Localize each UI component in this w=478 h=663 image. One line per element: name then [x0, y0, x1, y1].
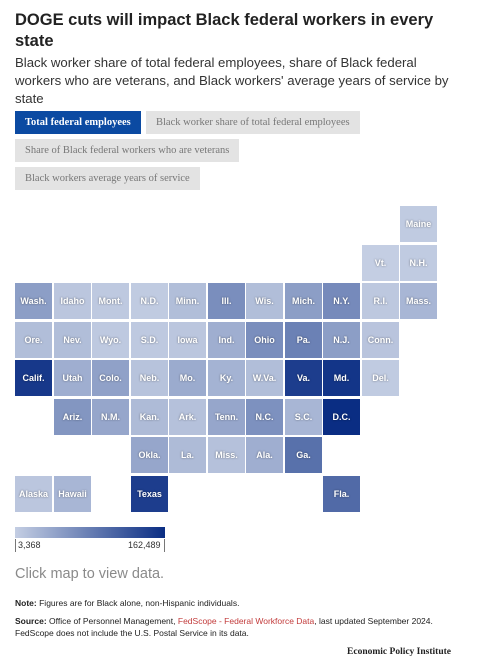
state-tile[interactable]: Del. — [362, 360, 399, 396]
state-tile[interactable]: Tenn. — [208, 399, 245, 435]
state-tile[interactable]: Wyo. — [92, 322, 129, 358]
state-tile[interactable]: S.D. — [131, 322, 168, 358]
state-tile[interactable]: Vt. — [362, 245, 399, 281]
tab-total-federal-employees[interactable]: Total federal employees — [15, 111, 141, 134]
state-tile[interactable]: Ore. — [15, 322, 52, 358]
legend-tick-min — [15, 539, 16, 552]
state-tile[interactable]: Hawaii — [54, 476, 91, 512]
page-subtitle: Black worker share of total federal empl… — [15, 55, 449, 106]
state-tile[interactable]: Md. — [323, 360, 360, 396]
page-title: DOGE cuts will impact Black federal work… — [15, 11, 434, 50]
state-tile[interactable]: Ind. — [208, 322, 245, 358]
state-tile[interactable]: N.J. — [323, 322, 360, 358]
legend-min-label: 3,368 — [18, 540, 41, 550]
legend-max-label: 162,489 — [128, 540, 161, 550]
state-tile[interactable]: Mont. — [92, 283, 129, 319]
state-tile[interactable]: Fla. — [323, 476, 360, 512]
state-tile[interactable]: Conn. — [362, 322, 399, 358]
source: Source: Office of Personnel Management, … — [15, 615, 455, 639]
note-label: Note: — [15, 598, 37, 608]
state-tile[interactable]: Ga. — [285, 437, 322, 473]
state-tile[interactable]: Okla. — [131, 437, 168, 473]
tab-black-worker-share[interactable]: Black worker share of total federal empl… — [146, 111, 360, 134]
state-tile[interactable]: Minn. — [169, 283, 206, 319]
state-tile[interactable]: Maine — [400, 206, 437, 242]
state-tile[interactable]: N.Y. — [323, 283, 360, 319]
state-tile[interactable]: Neb. — [131, 360, 168, 396]
state-tile[interactable]: Mich. — [285, 283, 322, 319]
state-tile[interactable]: Kan. — [131, 399, 168, 435]
state-tile[interactable]: N.H. — [400, 245, 437, 281]
state-tile[interactable]: N.C. — [246, 399, 283, 435]
state-tile[interactable]: Va. — [285, 360, 322, 396]
source-text-before: Office of Personnel Management, — [49, 616, 178, 626]
state-tile[interactable]: W.Va. — [246, 360, 283, 396]
state-tile[interactable]: Idaho — [54, 283, 91, 319]
state-tile[interactable]: Alaska — [15, 476, 52, 512]
state-tile[interactable]: Mass. — [400, 283, 437, 319]
source-text-after: , last updated September 2024. FedScope … — [15, 616, 433, 638]
state-tile[interactable]: Pa. — [285, 322, 322, 358]
state-tile[interactable]: Colo. — [92, 360, 129, 396]
state-tile[interactable]: Wis. — [246, 283, 283, 319]
state-tile[interactable]: R.I. — [362, 283, 399, 319]
legend-color-scale — [15, 527, 165, 538]
state-tile[interactable]: Ariz. — [54, 399, 91, 435]
note-text: Figures are for Black alone, non-Hispani… — [39, 598, 240, 608]
state-tile[interactable]: Calif. — [15, 360, 52, 396]
state-tile[interactable]: Miss. — [208, 437, 245, 473]
state-tile[interactable]: Texas — [131, 476, 168, 512]
click-hint: Click map to view data. — [15, 566, 165, 582]
tab-average-years-of-service[interactable]: Black workers average years of service — [15, 167, 200, 190]
state-tile[interactable]: D.C. — [323, 399, 360, 435]
state-tile[interactable]: N.D. — [131, 283, 168, 319]
state-tile[interactable]: La. — [169, 437, 206, 473]
state-tile[interactable]: S.C. — [285, 399, 322, 435]
source-label: Source: — [15, 616, 47, 626]
state-tile[interactable]: Ill. — [208, 283, 245, 319]
state-tile[interactable]: Ark. — [169, 399, 206, 435]
source-link[interactable]: FedScope - Federal Workforce Data — [177, 616, 315, 626]
state-tile[interactable]: Ohio — [246, 322, 283, 358]
state-tile[interactable]: Wash. — [15, 283, 52, 319]
state-tile[interactable]: Iowa — [169, 322, 206, 358]
brand-logo: Economic Policy Institute — [347, 647, 451, 657]
state-tile[interactable]: Ala. — [246, 437, 283, 473]
state-tile[interactable]: Utah — [54, 360, 91, 396]
tab-veteran-share[interactable]: Share of Black federal workers who are v… — [15, 139, 240, 162]
state-tile[interactable]: Ky. — [208, 360, 245, 396]
state-tile[interactable]: Nev. — [54, 322, 91, 358]
note: Note: Figures are for Black alone, non-H… — [15, 598, 239, 608]
state-tile[interactable]: N.M. — [92, 399, 129, 435]
legend-tick-max — [164, 539, 165, 552]
state-tile[interactable]: Mo. — [169, 360, 206, 396]
